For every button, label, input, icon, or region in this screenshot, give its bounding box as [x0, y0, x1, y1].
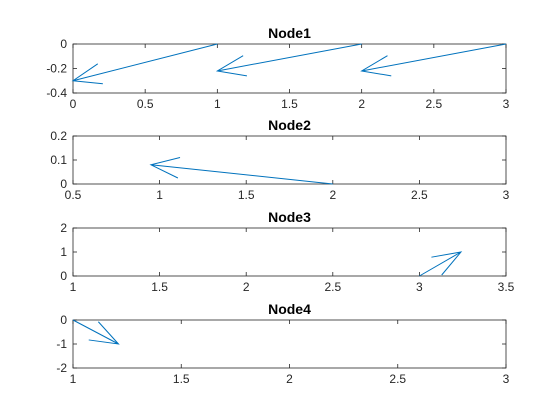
y-tick-label: 0.1: [50, 153, 67, 167]
x-tick-label: 3.5: [498, 280, 515, 294]
x-tick-label: 1: [70, 372, 77, 386]
x-tick-label: 3: [503, 188, 510, 202]
quiver-arrow: [72, 319, 120, 345]
y-tick-label: 0: [60, 37, 67, 51]
quiver-arrow: [215, 43, 362, 77]
subplot-title: Node4: [268, 301, 311, 317]
quiver-arrow: [71, 43, 218, 85]
x-tick-label: 2.5: [411, 188, 428, 202]
subplot-1: Node1 0 0.5 1 1.5 2 2.5 3 -0.4 -0.2 0: [46, 25, 509, 111]
x-tick-label: 3: [416, 280, 423, 294]
x-tick-label: 2: [243, 280, 250, 294]
x-tick-label: 1: [214, 97, 221, 111]
quiver-arrow: [419, 251, 463, 277]
quiver-arrow: [360, 43, 507, 77]
y-tick-label: 0: [60, 269, 67, 283]
x-tick-label: 3: [503, 372, 510, 386]
subplot-title: Node3: [268, 209, 311, 225]
plot-area: [72, 319, 507, 369]
x-tick-label: 2: [329, 188, 336, 202]
x-tick-label: 1: [70, 280, 77, 294]
x-tick-label: 2: [358, 97, 365, 111]
x-tick-label: 1.5: [281, 97, 298, 111]
quiver-arrow: [149, 157, 333, 185]
x-tick-label: 1: [156, 188, 163, 202]
plot-area: [72, 135, 507, 185]
y-tick-label: 0: [60, 313, 67, 327]
x-tick-label: 2.5: [324, 280, 341, 294]
y-tick-label: 0: [60, 177, 67, 191]
plot-area: [72, 227, 507, 277]
y-tick-label: -0.2: [46, 62, 67, 76]
x-tick-label: 1.5: [238, 188, 255, 202]
x-tick-label: 0: [70, 97, 77, 111]
x-tick-label: 0.5: [65, 188, 82, 202]
x-tick-label: 2.5: [389, 372, 406, 386]
subplot-4: Node4 1 1.5 2 2.5 3 -2 -1 0: [56, 301, 509, 386]
x-tick-label: 1.5: [151, 280, 168, 294]
x-tick-label: 3: [503, 97, 510, 111]
subplot-2: Node2 0.5 1 1.5 2 2.5 3 0 0.1 0.2: [50, 117, 509, 202]
y-tick-label: -1: [56, 337, 67, 351]
y-tick-label: 1: [60, 245, 67, 259]
x-tick-label: 2.5: [425, 97, 442, 111]
plot-area: [72, 43, 507, 94]
y-tick-label: -2: [56, 361, 67, 375]
x-tick-label: 2: [286, 372, 293, 386]
y-tick-label: 2: [60, 221, 67, 235]
subplot-title: Node1: [268, 25, 311, 41]
x-tick-label: 1.5: [173, 372, 190, 386]
subplot-title: Node2: [268, 117, 311, 133]
x-tick-label: 0.5: [137, 97, 154, 111]
y-tick-label: -0.4: [46, 86, 67, 100]
y-tick-label: 0.2: [50, 129, 67, 143]
